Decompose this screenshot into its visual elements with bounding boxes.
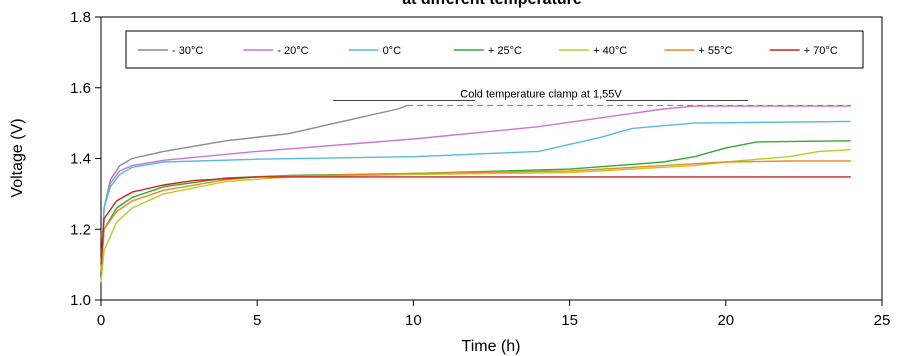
x-tick-label: 20 <box>717 312 734 329</box>
x-axis-title: Time (h) <box>462 338 521 355</box>
series-line-5 <box>100 160 851 272</box>
y-tick-label: 1.0 <box>70 292 91 309</box>
legend-label-4: + 40°C <box>593 45 627 57</box>
chart-title: at different temperature <box>402 0 582 8</box>
series-layer <box>100 104 851 283</box>
x-tick-label: 15 <box>561 312 578 329</box>
y-axis-title: Voltage (V) <box>9 118 26 197</box>
legend-label-5: + 55°C <box>698 45 732 57</box>
series-line-2 <box>100 120 851 272</box>
y-tick-label: 1.4 <box>70 151 91 168</box>
y-tick-label: 1.6 <box>70 80 91 97</box>
x-tick-label: 5 <box>253 312 261 329</box>
x-tick-label: 10 <box>405 312 422 329</box>
y-tick-label: 1.8 <box>70 9 91 26</box>
legend-label-2: 0°C <box>383 45 402 57</box>
legend-label-1: - 20°C <box>277 45 308 57</box>
annotation-label: Cold temperature clamp at 1,55V <box>460 88 622 100</box>
legend-label-0: - 30°C <box>172 45 203 57</box>
x-tick-label: 0 <box>97 312 105 329</box>
y-tick-label: 1.2 <box>70 221 91 238</box>
x-tick-label: 25 <box>874 312 891 329</box>
legend-label-6: + 70°C <box>804 45 838 57</box>
legend: - 30°C - 20°C 0°C + 25°C + 40°C + 55°C + 70°C <box>125 30 864 69</box>
axis-layer: 0 5 10 15 20 25 1.0 1.2 1.4 1.6 1.8 <box>70 9 890 329</box>
series-line-4 <box>100 149 851 283</box>
series-line-6 <box>100 176 851 265</box>
annotation-layer: Cold temperature clamp at 1,55V <box>333 88 851 107</box>
series-line-1 <box>100 105 851 272</box>
legend-label-3: + 25°C <box>488 45 522 57</box>
